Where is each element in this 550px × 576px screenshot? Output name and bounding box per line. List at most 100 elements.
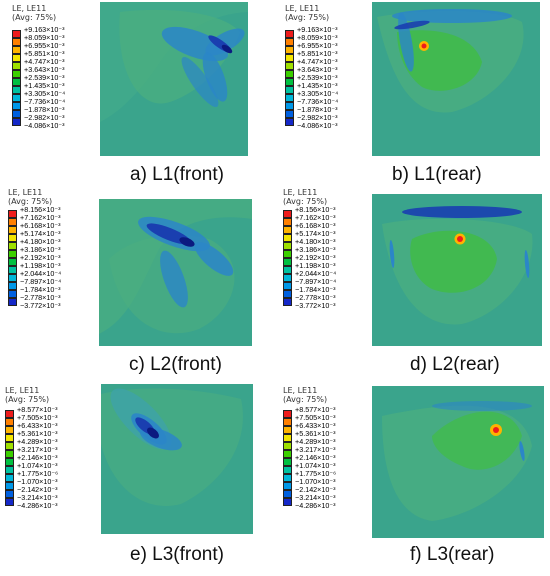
scale-value: −1.878×10⁻³ — [297, 105, 338, 114]
scale-value: +2.146×10⁻³ — [17, 453, 58, 462]
scale-swatch — [5, 482, 14, 490]
panel-caption: d) L2(rear) — [410, 354, 500, 375]
scale-value: +9.163×10⁻³ — [24, 25, 65, 34]
scale-value: +6.433×10⁻³ — [17, 421, 58, 430]
scale-value: +7.162×10⁻³ — [295, 213, 336, 222]
legend: LE, LE11 (Avg: 75%) — [12, 4, 56, 22]
legend-subtitle: (Avg: 75%) — [283, 197, 328, 206]
scale-swatch — [283, 482, 292, 490]
scale-value: +2.539×10⁻³ — [24, 73, 65, 82]
scale-swatch — [12, 62, 21, 70]
scale-swatch — [283, 282, 292, 290]
scale-value: −2.982×10⁻³ — [24, 113, 65, 122]
scale-swatch — [8, 218, 17, 226]
scale-value: +1.198×10⁻³ — [20, 261, 61, 270]
scale-value: +1.198×10⁻³ — [295, 261, 336, 270]
scale-swatch — [283, 242, 292, 250]
legend: LE, LE11 (Avg: 75%) — [8, 188, 52, 206]
scale-value: −1.070×10⁻³ — [295, 477, 336, 486]
scale-swatch — [285, 102, 294, 110]
scale-swatch — [5, 450, 14, 458]
scale-value: −2.142×10⁻³ — [295, 485, 336, 494]
scale-value: −1.784×10⁻³ — [295, 285, 336, 294]
scale-value: −2.778×10⁻³ — [295, 293, 336, 302]
legend-title: LE, LE11 — [5, 386, 40, 395]
scale-swatch — [8, 250, 17, 258]
scale-value: +2.044×10⁻⁴ — [20, 269, 62, 278]
legend: LE, LE11 (Avg: 75%) — [5, 386, 49, 404]
scale-value: +6.433×10⁻³ — [295, 421, 336, 430]
scale-swatch — [5, 458, 14, 466]
legend-title: LE, LE11 — [285, 4, 320, 13]
scale-value: −4.286×10⁻³ — [295, 501, 336, 510]
scale-value: +3.217×10⁻³ — [295, 445, 336, 454]
scale-value: +6.168×10⁻³ — [295, 221, 336, 230]
scale-value: −1.784×10⁻³ — [20, 285, 61, 294]
scale-value: +3.186×10⁻³ — [20, 245, 61, 254]
scale-swatch — [283, 418, 292, 426]
scale-swatch — [285, 118, 294, 126]
scale-swatch — [5, 498, 14, 506]
scale-swatch — [5, 434, 14, 442]
scale-value: +2.146×10⁻³ — [295, 453, 336, 462]
scale-value: +4.289×10⁻³ — [295, 437, 336, 446]
scale-value: +4.747×10⁻³ — [297, 57, 338, 66]
scale-swatch — [12, 30, 21, 38]
scale-value: −4.086×10⁻³ — [297, 121, 338, 130]
scale-value: +4.289×10⁻³ — [17, 437, 58, 446]
scale-value: +8.577×10⁻³ — [17, 405, 58, 414]
legend-subtitle: (Avg: 75%) — [5, 395, 50, 404]
scale-swatch — [12, 70, 21, 78]
scale-value: +8.577×10⁻³ — [295, 405, 336, 414]
scale-swatch — [12, 94, 21, 102]
scale-value: −1.878×10⁻³ — [24, 105, 65, 114]
scale-swatch — [12, 86, 21, 94]
legend-subtitle: (Avg: 75%) — [8, 197, 53, 206]
scale-swatch — [283, 410, 292, 418]
scale-value: +1.775×10⁻⁶ — [17, 469, 59, 478]
scale-swatch — [283, 218, 292, 226]
scale-swatch — [283, 426, 292, 434]
scale-value: +2.192×10⁻³ — [295, 253, 336, 262]
scale-swatch — [283, 450, 292, 458]
scale-swatch — [285, 38, 294, 46]
contour-plot — [100, 2, 248, 156]
scale-value: +7.505×10⁻³ — [17, 413, 58, 422]
scale-value: +5.361×10⁻³ — [295, 429, 336, 438]
scale-value: +6.168×10⁻³ — [20, 221, 61, 230]
scale-swatch — [283, 298, 292, 306]
scale-value: +8.059×10⁻³ — [297, 33, 338, 42]
scale-value: +3.305×10⁻⁴ — [297, 89, 339, 98]
scale-value: +2.192×10⁻³ — [20, 253, 61, 262]
scale-value: +1.435×10⁻³ — [24, 81, 65, 90]
scale-value: −4.286×10⁻³ — [17, 501, 58, 510]
scale-value: −2.778×10⁻³ — [20, 293, 61, 302]
legend-title: LE, LE11 — [12, 4, 47, 13]
scale-swatch — [8, 210, 17, 218]
scale-swatch — [283, 258, 292, 266]
scale-value: +5.174×10⁻³ — [295, 229, 336, 238]
scale-value: +3.217×10⁻³ — [17, 445, 58, 454]
scale-swatch — [8, 242, 17, 250]
scale-value: −1.070×10⁻³ — [17, 477, 58, 486]
scale-swatch — [12, 46, 21, 54]
scale-swatch — [285, 94, 294, 102]
scale-value: +2.539×10⁻³ — [297, 73, 338, 82]
contour-plot — [99, 199, 252, 346]
legend: LE, LE11 (Avg: 75%) — [285, 4, 329, 22]
scale-swatch — [285, 86, 294, 94]
scale-swatch — [283, 498, 292, 506]
scale-value: −7.897×10⁻⁴ — [295, 277, 337, 286]
scale-swatch — [285, 54, 294, 62]
scale-value: +3.643×10⁻³ — [297, 65, 338, 74]
panel-caption: a) L1(front) — [130, 164, 224, 185]
scale-value: −2.142×10⁻³ — [17, 485, 58, 494]
scale-swatch — [283, 458, 292, 466]
scale-swatch — [283, 474, 292, 482]
scale-swatch — [283, 442, 292, 450]
scale-swatch — [285, 30, 294, 38]
scale-value: +6.955×10⁻³ — [24, 41, 65, 50]
scale-value: −3.772×10⁻³ — [295, 301, 336, 310]
scale-swatch — [12, 110, 21, 118]
legend-title: LE, LE11 — [8, 188, 43, 197]
